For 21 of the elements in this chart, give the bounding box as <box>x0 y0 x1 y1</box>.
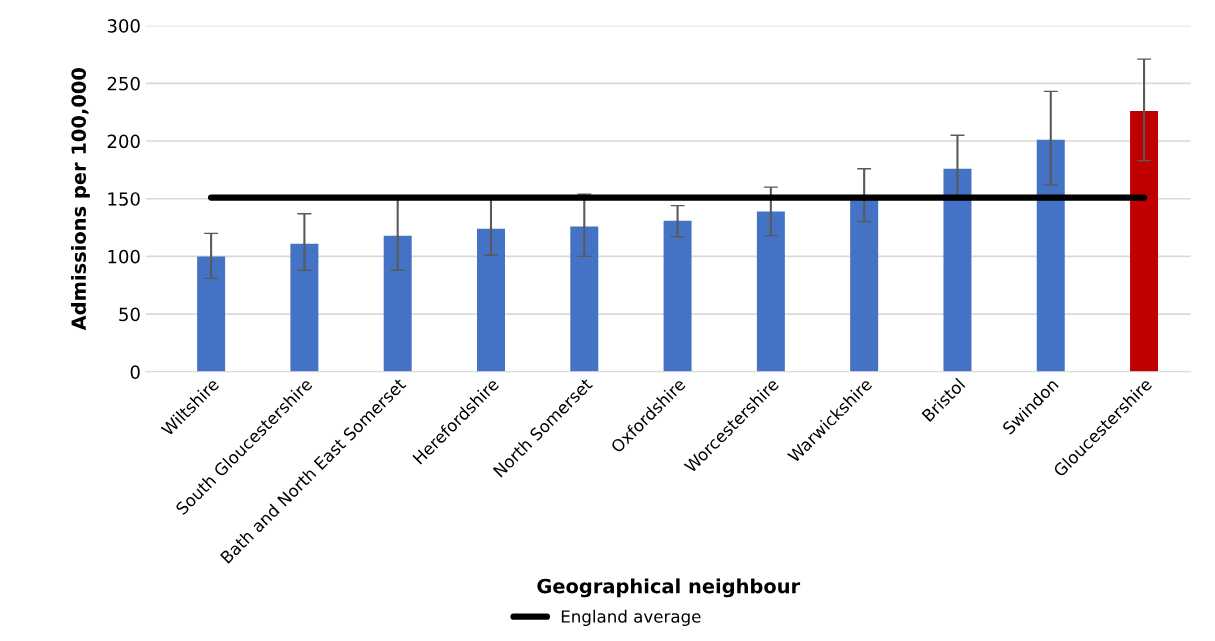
bar <box>197 256 226 372</box>
x-axis-title: Geographical neighbour <box>537 578 801 598</box>
bar <box>663 220 692 372</box>
bar <box>1130 111 1159 372</box>
bar <box>1036 139 1065 372</box>
legend-label: England average <box>561 609 701 626</box>
y-tick-label: 50 <box>119 307 140 322</box>
y-tick-label: 100 <box>108 249 140 264</box>
y-axis-title: Admissions per 100,000 <box>70 68 90 331</box>
bar <box>570 226 599 372</box>
y-tick-label: 200 <box>107 134 140 149</box>
bar <box>290 243 319 372</box>
y-tick-label: 250 <box>107 76 140 91</box>
y-tick-label: 0 <box>130 365 140 379</box>
y-tick-label: 300 <box>107 19 140 33</box>
bar <box>943 168 972 372</box>
bar <box>850 199 879 372</box>
bar <box>477 228 505 372</box>
bar <box>383 235 412 372</box>
bar <box>756 211 785 372</box>
y-tick-label: 150 <box>108 192 140 206</box>
